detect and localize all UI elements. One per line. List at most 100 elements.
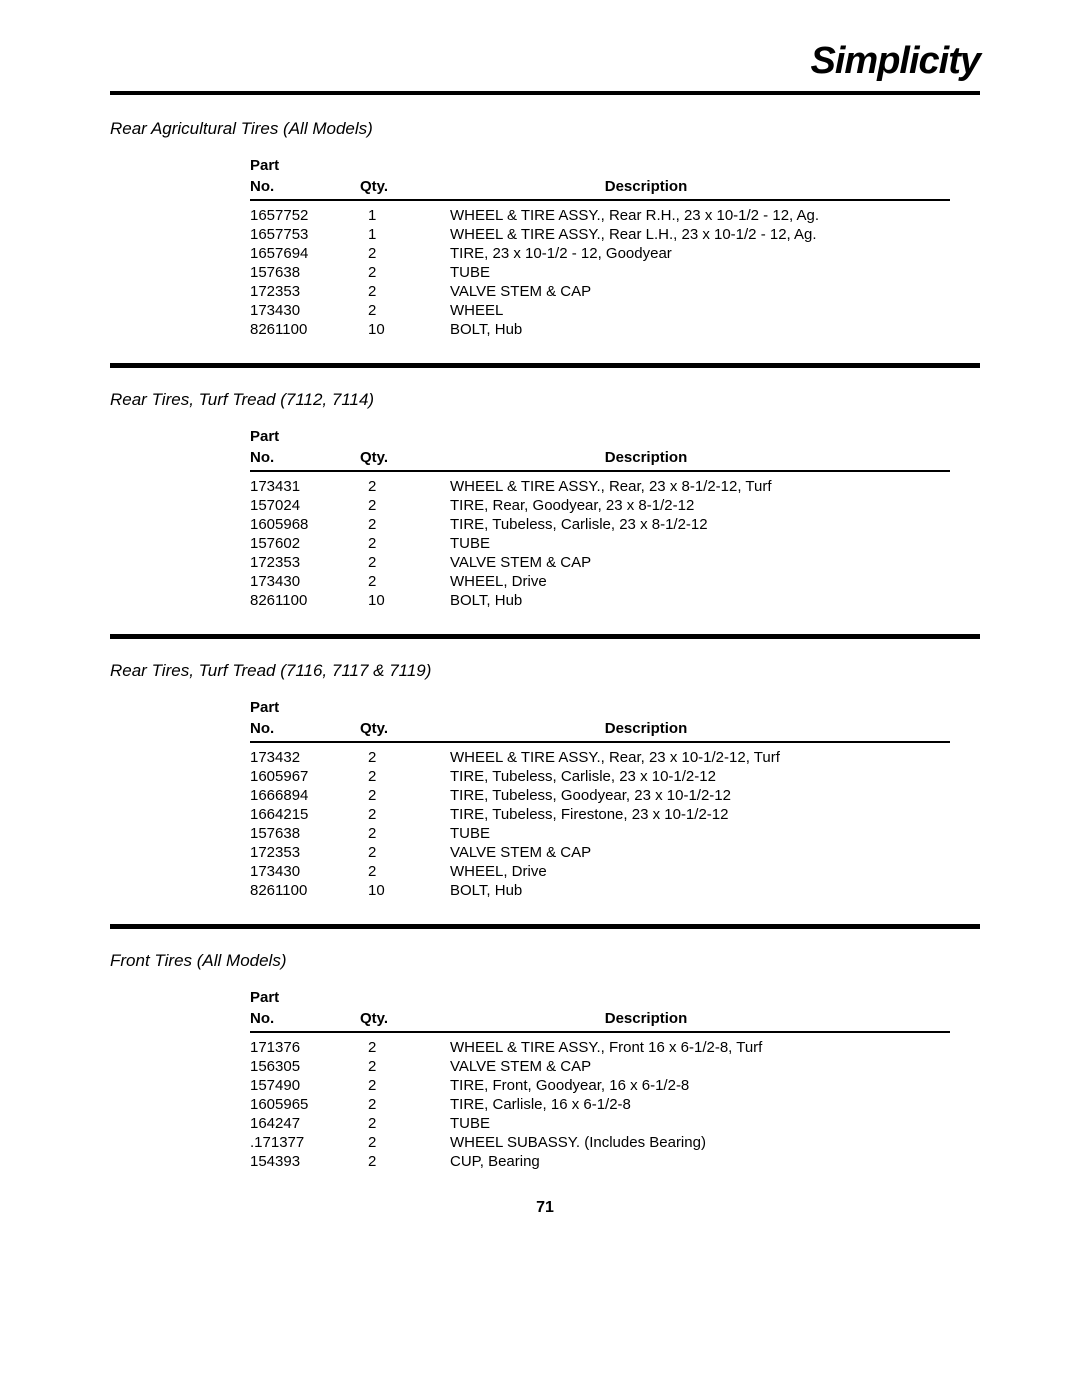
table-row: 1734302WHEEL, Drive xyxy=(250,862,950,881)
qty-cell: 2 xyxy=(360,244,450,263)
description-cell: VALVE STEM & CAP xyxy=(450,553,950,572)
part-number-cell: 164247 xyxy=(250,1114,360,1133)
qty-cell: 10 xyxy=(360,881,450,900)
table-row: 826110010BOLT, Hub xyxy=(250,881,950,900)
table-row: 16059682TIRE, Tubeless, Carlisle, 23 x 8… xyxy=(250,515,950,534)
table-row: 1570242TIRE, Rear, Goodyear, 23 x 8-1/2-… xyxy=(250,496,950,515)
part-number-cell: .171377 xyxy=(250,1133,360,1152)
section-title: Rear Agricultural Tires (All Models) xyxy=(110,119,980,139)
part-number-cell: 1666894 xyxy=(250,786,360,805)
section-divider xyxy=(110,924,980,929)
description-cell: TIRE, Tubeless, Firestone, 23 x 10-1/2-1… xyxy=(450,805,950,824)
description-cell: TIRE, Tubeless, Carlisle, 23 x 10-1/2-12 xyxy=(450,767,950,786)
qty-cell: 2 xyxy=(360,534,450,553)
description-cell: VALVE STEM & CAP xyxy=(450,1057,950,1076)
header-part-no: Part xyxy=(250,989,360,1010)
description-cell: WHEEL SUBASSY. (Includes Bearing) xyxy=(450,1133,950,1152)
description-cell: WHEEL & TIRE ASSY., Rear L.H., 23 x 10-1… xyxy=(450,225,950,244)
parts-table: PartNo.Qty.Description16577521WHEEL & TI… xyxy=(250,157,950,339)
header-part-no: Part xyxy=(250,157,360,178)
qty-cell: 2 xyxy=(360,553,450,572)
qty-cell: 2 xyxy=(360,1152,450,1171)
section-title: Rear Tires, Turf Tread (7112, 7114) xyxy=(110,390,980,410)
description-cell: TUBE xyxy=(450,1114,950,1133)
part-number-cell: 173430 xyxy=(250,862,360,881)
part-number-cell: 157602 xyxy=(250,534,360,553)
description-cell: WHEEL, Drive xyxy=(450,862,950,881)
qty-cell: 2 xyxy=(360,862,450,881)
qty-cell: 2 xyxy=(360,1038,450,1057)
qty-cell: 2 xyxy=(360,748,450,767)
header-part-no: No. xyxy=(250,449,360,471)
table-row: 16576942TIRE, 23 x 10-1/2 - 12, Goodyear xyxy=(250,244,950,263)
description-cell: TUBE xyxy=(450,534,950,553)
table-row: 1576022TUBE xyxy=(250,534,950,553)
parts-section: Rear Tires, Turf Tread (7112, 7114) PartN… xyxy=(110,390,980,610)
part-number-cell: 8261100 xyxy=(250,881,360,900)
part-number-cell: 172353 xyxy=(250,282,360,301)
description-cell: WHEEL & TIRE ASSY., Rear, 23 x 8-1/2-12,… xyxy=(450,477,950,496)
table-row: 826110010BOLT, Hub xyxy=(250,591,950,610)
part-number-cell: 173431 xyxy=(250,477,360,496)
part-number-cell: 172353 xyxy=(250,553,360,572)
header-part-no: Part xyxy=(250,428,360,449)
part-number-cell: 1664215 xyxy=(250,805,360,824)
description-cell: TIRE, Front, Goodyear, 16 x 6-1/2-8 xyxy=(450,1076,950,1095)
table-row: 16059652TIRE, Carlisle, 16 x 6-1/2-8 xyxy=(250,1095,950,1114)
qty-cell: 10 xyxy=(360,320,450,339)
header-part-no: No. xyxy=(250,1010,360,1032)
part-number-cell: 1657752 xyxy=(250,206,360,225)
description-cell: TIRE, Rear, Goodyear, 23 x 8-1/2-12 xyxy=(450,496,950,515)
description-cell: TIRE, Tubeless, Goodyear, 23 x 10-1/2-12 xyxy=(450,786,950,805)
header-part-no: Part xyxy=(250,699,360,720)
header-part-no: No. xyxy=(250,720,360,742)
qty-cell: 2 xyxy=(360,282,450,301)
table-row: 1576382TUBE xyxy=(250,263,950,282)
part-number-cell: 157638 xyxy=(250,824,360,843)
header-description: Description xyxy=(450,449,950,471)
section-divider xyxy=(110,634,980,639)
description-cell: TIRE, Tubeless, Carlisle, 23 x 8-1/2-12 xyxy=(450,515,950,534)
qty-cell: 1 xyxy=(360,225,450,244)
parts-section: Rear Agricultural Tires (All Models) Part… xyxy=(110,119,980,339)
qty-cell: 2 xyxy=(360,477,450,496)
qty-cell: 2 xyxy=(360,1114,450,1133)
table-row: .1713772WHEEL SUBASSY. (Includes Bearing… xyxy=(250,1133,950,1152)
part-number-cell: 157024 xyxy=(250,496,360,515)
part-number-cell: 1605965 xyxy=(250,1095,360,1114)
table-row: 16642152TIRE, Tubeless, Firestone, 23 x … xyxy=(250,805,950,824)
description-cell: BOLT, Hub xyxy=(450,591,950,610)
description-cell: TIRE, 23 x 10-1/2 - 12, Goodyear xyxy=(450,244,950,263)
qty-cell: 2 xyxy=(360,1095,450,1114)
qty-cell: 2 xyxy=(360,1133,450,1152)
part-number-cell: 171376 xyxy=(250,1038,360,1057)
parts-table: PartNo.Qty.Description1734312WHEEL & TIR… xyxy=(250,428,950,610)
table-row: 1576382TUBE xyxy=(250,824,950,843)
brand-logo: Simplicity xyxy=(110,40,980,83)
header-description: Description xyxy=(450,178,950,200)
table-row: 1723532VALVE STEM & CAP xyxy=(250,843,950,862)
header-part-no: No. xyxy=(250,178,360,200)
part-number-cell: 157490 xyxy=(250,1076,360,1095)
parts-section: Front Tires (All Models)PartNo.Qty.Descr… xyxy=(110,951,980,1171)
qty-cell: 2 xyxy=(360,824,450,843)
qty-cell: 2 xyxy=(360,263,450,282)
qty-cell: 2 xyxy=(360,496,450,515)
table-row: 1574902TIRE, Front, Goodyear, 16 x 6-1/2… xyxy=(250,1076,950,1095)
part-number-cell: 157638 xyxy=(250,263,360,282)
section-divider xyxy=(110,363,980,368)
description-cell: WHEEL & TIRE ASSY., Front 16 x 6-1/2-8, … xyxy=(450,1038,950,1057)
qty-cell: 2 xyxy=(360,1076,450,1095)
section-title: Front Tires (All Models) xyxy=(110,951,980,971)
table-row: 1563052VALVE STEM & CAP xyxy=(250,1057,950,1076)
description-cell: BOLT, Hub xyxy=(450,881,950,900)
table-row: 16577531WHEEL & TIRE ASSY., Rear L.H., 2… xyxy=(250,225,950,244)
table-row: 1734312WHEEL & TIRE ASSY., Rear, 23 x 8-… xyxy=(250,477,950,496)
description-cell: TUBE xyxy=(450,263,950,282)
part-number-cell: 1657694 xyxy=(250,244,360,263)
part-number-cell: 172353 xyxy=(250,843,360,862)
qty-cell: 1 xyxy=(360,206,450,225)
table-row: 16059672TIRE, Tubeless, Carlisle, 23 x 1… xyxy=(250,767,950,786)
qty-cell: 2 xyxy=(360,515,450,534)
part-number-cell: 173432 xyxy=(250,748,360,767)
